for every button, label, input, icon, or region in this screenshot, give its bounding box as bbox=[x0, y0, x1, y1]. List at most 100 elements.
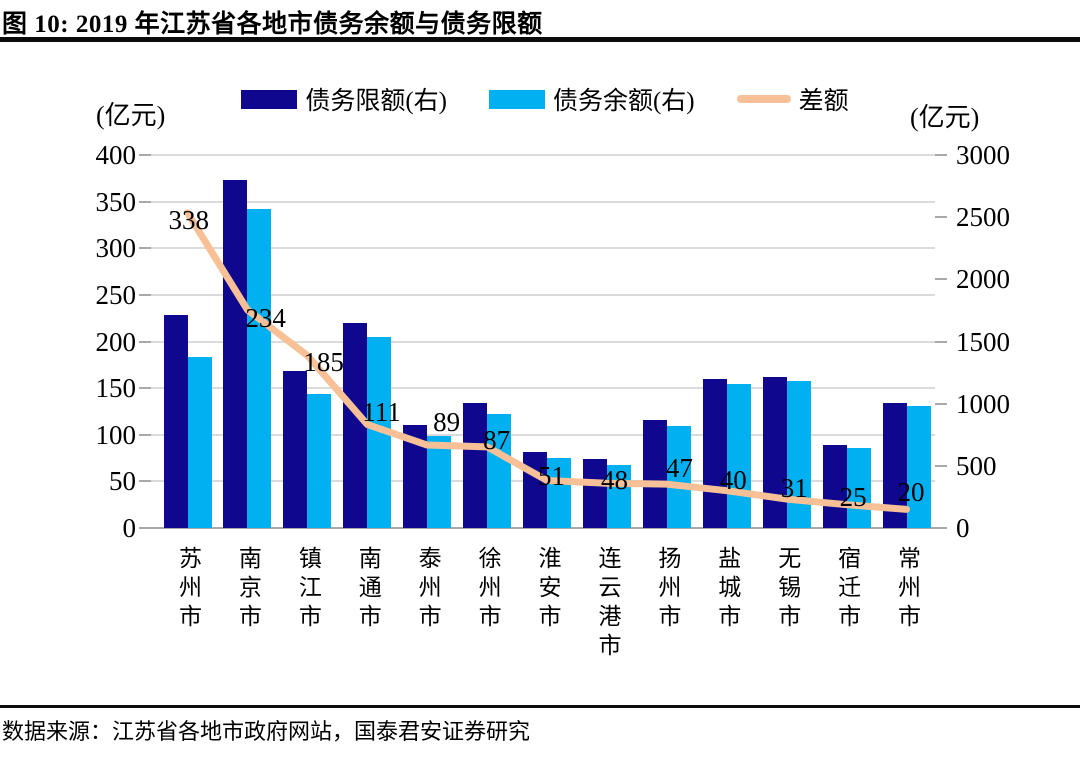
x-category-label: 泰州市 bbox=[415, 546, 441, 633]
figure-title: 图 10: 2019 年江苏省各地市债务余额与债务限额 bbox=[2, 11, 543, 38]
line-data-label: 31 bbox=[780, 473, 808, 504]
footer-rule bbox=[0, 705, 1080, 708]
left-axis-tick-label: 200 bbox=[95, 326, 137, 357]
x-category-label: 扬州市 bbox=[654, 546, 680, 633]
bar-debt-limit bbox=[642, 419, 667, 528]
bar-debt-balance bbox=[606, 465, 631, 528]
left-axis-tick bbox=[139, 340, 151, 343]
left-axis-tick bbox=[139, 200, 151, 203]
bar-debt-limit bbox=[463, 403, 488, 528]
data-source: 数据来源：江苏省各地市政府网站，国泰君安证券研究 bbox=[2, 719, 531, 744]
legend-label-difference: 差额 bbox=[798, 88, 849, 115]
left-axis-tick-label: 350 bbox=[95, 186, 137, 217]
x-category-label: 镇江市 bbox=[295, 546, 321, 633]
right-axis-tick bbox=[935, 278, 947, 281]
right-axis-tick bbox=[935, 402, 947, 405]
gridline bbox=[151, 387, 935, 390]
bar-debt-limit bbox=[702, 378, 727, 528]
bar-debt-limit bbox=[223, 179, 248, 528]
left-axis-tick-label: 150 bbox=[95, 373, 137, 404]
legend-swatch-limit bbox=[241, 89, 298, 109]
bar-debt-limit bbox=[283, 370, 308, 528]
line-data-label: 338 bbox=[168, 204, 210, 235]
left-axis-tick-label: 100 bbox=[95, 419, 137, 450]
x-category-label: 苏州市 bbox=[175, 546, 201, 633]
left-axis-tick bbox=[139, 387, 151, 390]
x-category-label: 常州市 bbox=[894, 546, 920, 633]
bar-debt-balance bbox=[547, 458, 572, 528]
bar-debt-balance bbox=[187, 357, 212, 528]
line-data-label: 20 bbox=[897, 477, 925, 508]
bar-debt-balance bbox=[487, 413, 512, 528]
gridline bbox=[151, 247, 935, 250]
left-axis-unit: (亿元) bbox=[96, 101, 166, 130]
legend-label-balance: 债务余额(右) bbox=[552, 88, 695, 115]
left-axis-tick-label: 0 bbox=[122, 513, 137, 543]
bar-debt-balance bbox=[666, 425, 691, 528]
line-data-label: 87 bbox=[483, 424, 511, 455]
right-axis-tick-label: 0 bbox=[956, 513, 970, 543]
x-category-label: 盐城市 bbox=[714, 546, 740, 633]
left-axis-tick-label: 400 bbox=[95, 140, 137, 170]
left-axis-tick bbox=[139, 293, 151, 296]
line-data-label: 40 bbox=[719, 464, 747, 495]
line-data-label: 234 bbox=[245, 302, 286, 333]
right-axis-tick-label: 1000 bbox=[956, 388, 1010, 419]
right-axis-tick bbox=[935, 464, 947, 467]
line-data-label: 51 bbox=[538, 461, 566, 492]
gridline bbox=[151, 200, 935, 203]
bar-debt-limit bbox=[762, 377, 787, 528]
gridline bbox=[151, 154, 935, 156]
right-axis-tick-label: 2500 bbox=[956, 202, 1010, 233]
x-category-label: 南通市 bbox=[355, 546, 381, 633]
right-axis-tick bbox=[935, 216, 947, 219]
gridline bbox=[151, 340, 935, 343]
bar-debt-balance bbox=[726, 383, 751, 528]
bar-debt-balance bbox=[427, 435, 452, 528]
right-axis-tick-label: 500 bbox=[956, 450, 997, 481]
x-category-label: 宿迁市 bbox=[834, 546, 860, 633]
right-axis-tick bbox=[935, 154, 947, 156]
left-axis-tick-label: 50 bbox=[109, 466, 136, 497]
difference-line-path bbox=[184, 209, 911, 513]
line-data-label: 47 bbox=[665, 453, 693, 484]
legend-label-limit: 债务限额(右) bbox=[305, 88, 447, 115]
bar-debt-limit bbox=[343, 322, 368, 528]
right-axis-tick-label: 2000 bbox=[956, 264, 1010, 295]
left-axis-tick-label: 250 bbox=[95, 279, 137, 310]
chart-legend: 债务限额(右) 债务余额(右) 差额 bbox=[150, 85, 940, 115]
line-data-label: 89 bbox=[433, 407, 461, 437]
line-data-label: 48 bbox=[600, 465, 628, 496]
bar-debt-limit bbox=[163, 315, 188, 528]
left-axis-tick bbox=[139, 527, 151, 529]
line-data-label: 25 bbox=[839, 481, 867, 512]
x-category-label: 无锡市 bbox=[774, 546, 800, 633]
legend-item-difference: 差额 bbox=[736, 81, 849, 117]
bar-debt-balance bbox=[906, 405, 931, 528]
gridline bbox=[151, 293, 935, 296]
x-axis-line bbox=[139, 527, 947, 529]
gridline bbox=[151, 433, 935, 436]
left-axis-tick bbox=[139, 433, 151, 436]
x-category-label: 连云港市 bbox=[594, 546, 620, 662]
right-axis-tick-label: 3000 bbox=[956, 140, 1010, 170]
bar-debt-limit bbox=[822, 444, 847, 528]
bar-debt-balance bbox=[307, 393, 332, 528]
x-category-label: 淮安市 bbox=[535, 546, 561, 633]
legend-item-debt-balance: 债务余额(右) bbox=[488, 81, 695, 117]
left-axis-tick bbox=[139, 480, 151, 483]
legend-item-debt-limit: 债务限额(右) bbox=[241, 81, 447, 117]
right-axis-tick bbox=[935, 527, 947, 529]
left-axis-tick-label: 300 bbox=[95, 233, 137, 264]
title-rule bbox=[0, 37, 1080, 42]
line-data-label: 185 bbox=[303, 347, 344, 378]
x-category-label: 徐州市 bbox=[475, 546, 501, 633]
right-axis-tick bbox=[935, 340, 947, 343]
legend-swatch-difference-line bbox=[736, 95, 791, 103]
bar-debt-limit bbox=[523, 451, 548, 528]
left-axis-tick bbox=[139, 154, 151, 156]
right-axis-unit: (亿元) bbox=[910, 103, 980, 132]
